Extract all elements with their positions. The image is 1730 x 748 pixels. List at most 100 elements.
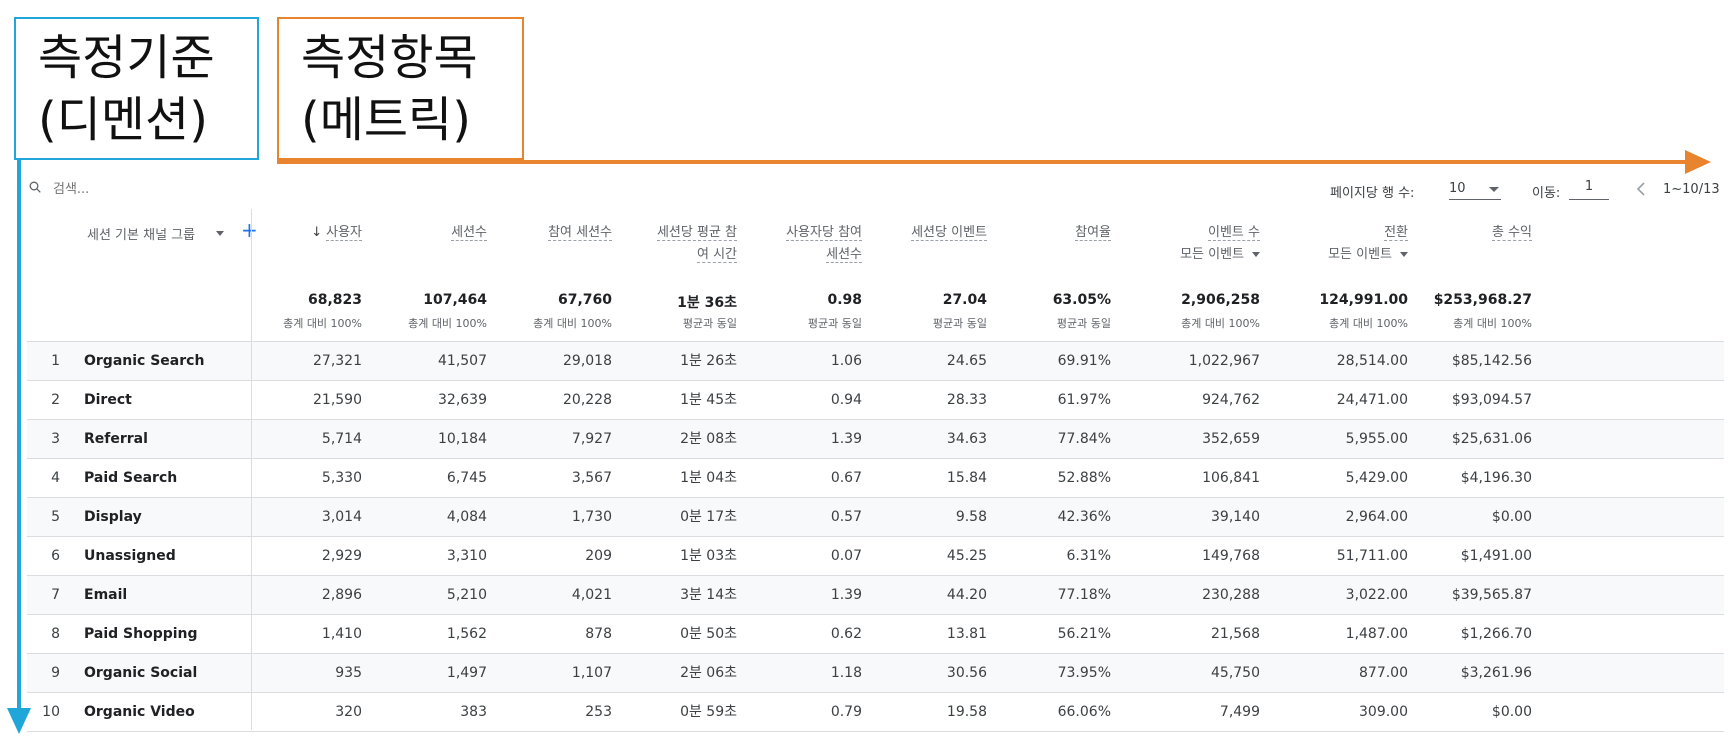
table-row[interactable]: 2 Direct 21,590 32,639 20,228 1분 45초 0.94 28.33… <box>27 381 1724 420</box>
rows-per-page-select[interactable]: 10 <box>1449 179 1501 200</box>
row-index: 9 <box>51 665 60 681</box>
metric-column-label: 세션당 이벤트 <box>911 225 987 241</box>
metric-total: 67,760 <box>557 292 612 308</box>
goto-page-input[interactable]: 1 <box>1569 179 1609 200</box>
metric-value: 3,567 <box>571 470 612 486</box>
metric-value: 1분 03초 <box>680 548 737 564</box>
table-row[interactable]: 1 Organic Search 27,321 41,507 29,018 1분 26초 1… <box>27 342 1724 381</box>
metric-column-label-line2: 세션수 <box>737 245 862 265</box>
metric-total-comparison: 총계 대비 100% <box>533 317 612 330</box>
metric-value: 1,107 <box>571 665 612 681</box>
channel-name[interactable]: Organic Social <box>84 665 198 681</box>
search-input[interactable] <box>53 178 253 200</box>
table-row[interactable]: 10 Organic Video 320 383 253 0분 59초 0.79 19.58 6… <box>27 693 1724 732</box>
metric-value: $1,266.70 <box>1460 626 1532 642</box>
metric-value: 24,471.00 <box>1336 392 1408 408</box>
metric-column-header[interactable]: 총 수익 <box>1407 223 1532 243</box>
metric-value: 32,639 <box>438 392 487 408</box>
metric-column-label: 참여 세션수 <box>548 225 612 241</box>
table-row[interactable]: 9 Organic Social 935 1,497 1,107 2분 06초 1.18 30… <box>27 654 1724 693</box>
table-row[interactable]: 4 Paid Search 5,330 6,745 3,567 1분 04초 0.67 15.… <box>27 459 1724 498</box>
metric-value: 1분 26초 <box>680 353 737 369</box>
metric-value: 21,590 <box>313 392 362 408</box>
metric-total: 0.98 <box>827 292 862 308</box>
table-row[interactable]: 8 Paid Shopping 1,410 1,562 878 0분 50초 0.62 13.… <box>27 615 1724 654</box>
metric-value: 1,497 <box>446 665 487 681</box>
metric-value: 7,927 <box>571 431 612 447</box>
metric-total-comparison: 총계 대비 100% <box>1329 317 1408 330</box>
metric-value: 28.33 <box>946 392 987 408</box>
chevron-down-icon[interactable] <box>216 231 224 236</box>
metric-value: $1,491.00 <box>1460 548 1532 564</box>
channel-name[interactable]: Email <box>84 587 128 603</box>
metric-column-header[interactable]: 전환 모든 이벤트 <box>1283 223 1408 265</box>
metric-column-header[interactable]: 참여율 <box>986 223 1111 243</box>
metric-value: 0.07 <box>830 548 862 564</box>
metric-value: 0분 17초 <box>680 509 737 525</box>
metric-total-comparison: 총계 대비 100% <box>1453 317 1532 330</box>
channel-name[interactable]: Organic Video <box>84 704 195 720</box>
channel-name[interactable]: Unassigned <box>84 548 176 564</box>
metric-value: 10,184 <box>438 431 487 447</box>
metric-value: 352,659 <box>1202 431 1260 447</box>
metric-value: 51,711.00 <box>1336 548 1408 564</box>
metric-total-comparison: 평균과 동일 <box>682 317 737 330</box>
table-row[interactable]: 7 Email 2,896 5,210 4,021 3분 14초 1.39 44.20 77.1… <box>27 576 1724 615</box>
row-index: 8 <box>51 626 60 642</box>
metric-column-label-line2-text: 여 시간 <box>696 247 737 263</box>
metric-value: 77.84% <box>1057 431 1111 447</box>
column-divider <box>251 209 252 730</box>
metric-column-header[interactable]: 이벤트 수 모든 이벤트 <box>1135 223 1260 265</box>
metric-column-header[interactable]: 참여 세션수 <box>487 223 612 243</box>
row-index: 3 <box>51 431 60 447</box>
metric-value: 29,018 <box>563 353 612 369</box>
metric-value: 66.06% <box>1057 704 1111 720</box>
chevron-down-icon[interactable] <box>1252 252 1260 257</box>
row-index: 4 <box>51 470 60 486</box>
row-index: 2 <box>51 392 60 408</box>
channel-name[interactable]: Organic Search <box>84 353 205 369</box>
channel-name[interactable]: Display <box>84 509 142 525</box>
metric-column-header[interactable]: 세션수 <box>362 223 487 243</box>
table-row[interactable]: 3 Referral 5,714 10,184 7,927 2분 08초 1.39 34.63… <box>27 420 1724 459</box>
table-row[interactable]: 6 Unassigned 2,929 3,310 209 1분 03초 0.07 45.25 6… <box>27 537 1724 576</box>
channel-name[interactable]: Direct <box>84 392 132 408</box>
metric-column-label: 사용자당 참여 <box>786 225 862 241</box>
event-filter-select[interactable]: 모든 이벤트 <box>1283 245 1408 265</box>
metric-value: 28,514.00 <box>1336 353 1408 369</box>
metric-value: 5,955.00 <box>1345 431 1408 447</box>
metric-value: 20,228 <box>563 392 612 408</box>
channel-name[interactable]: Referral <box>84 431 148 447</box>
row-index: 7 <box>51 587 60 603</box>
metric-value: 935 <box>335 665 362 681</box>
chevron-left-icon[interactable] <box>1634 179 1648 199</box>
metric-total-comparison: 평균과 동일 <box>932 317 987 330</box>
metric-value: 877.00 <box>1359 665 1408 681</box>
metric-value: 13.81 <box>946 626 987 642</box>
sort-descending-icon[interactable]: ↓ <box>311 225 323 240</box>
metric-column-header[interactable]: ↓ 사용자 <box>237 223 362 243</box>
metric-value: 2분 06초 <box>680 665 737 681</box>
event-filter-select[interactable]: 모든 이벤트 <box>1135 245 1260 265</box>
channel-name[interactable]: Paid Search <box>84 470 178 486</box>
table-row[interactable]: 5 Display 3,014 4,084 1,730 0분 17초 0.57 9.58 42.… <box>27 498 1724 537</box>
metric-value: 41,507 <box>438 353 487 369</box>
rows-per-page-value: 10 <box>1449 181 1466 196</box>
metric-value: 1,562 <box>446 626 487 642</box>
metric-value: $3,261.96 <box>1460 665 1532 681</box>
dimension-column-header[interactable]: 세션 기본 채널 그룹 <box>87 228 196 243</box>
metric-column-header[interactable]: 세션당 이벤트 <box>862 223 987 243</box>
metric-value: 24.65 <box>946 353 987 369</box>
metric-value: 0.57 <box>830 509 862 525</box>
row-index: 6 <box>51 548 60 564</box>
chevron-down-icon[interactable] <box>1400 252 1408 257</box>
add-dimension-icon[interactable]: + <box>241 218 258 242</box>
metric-value: 3,014 <box>321 509 362 525</box>
metric-value: 34.63 <box>946 431 987 447</box>
channel-name[interactable]: Paid Shopping <box>84 626 198 642</box>
metric-value: 3,022.00 <box>1345 587 1408 603</box>
metric-callout: 측정항목 (메트릭) <box>277 17 524 160</box>
metric-value: 383 <box>460 704 487 720</box>
